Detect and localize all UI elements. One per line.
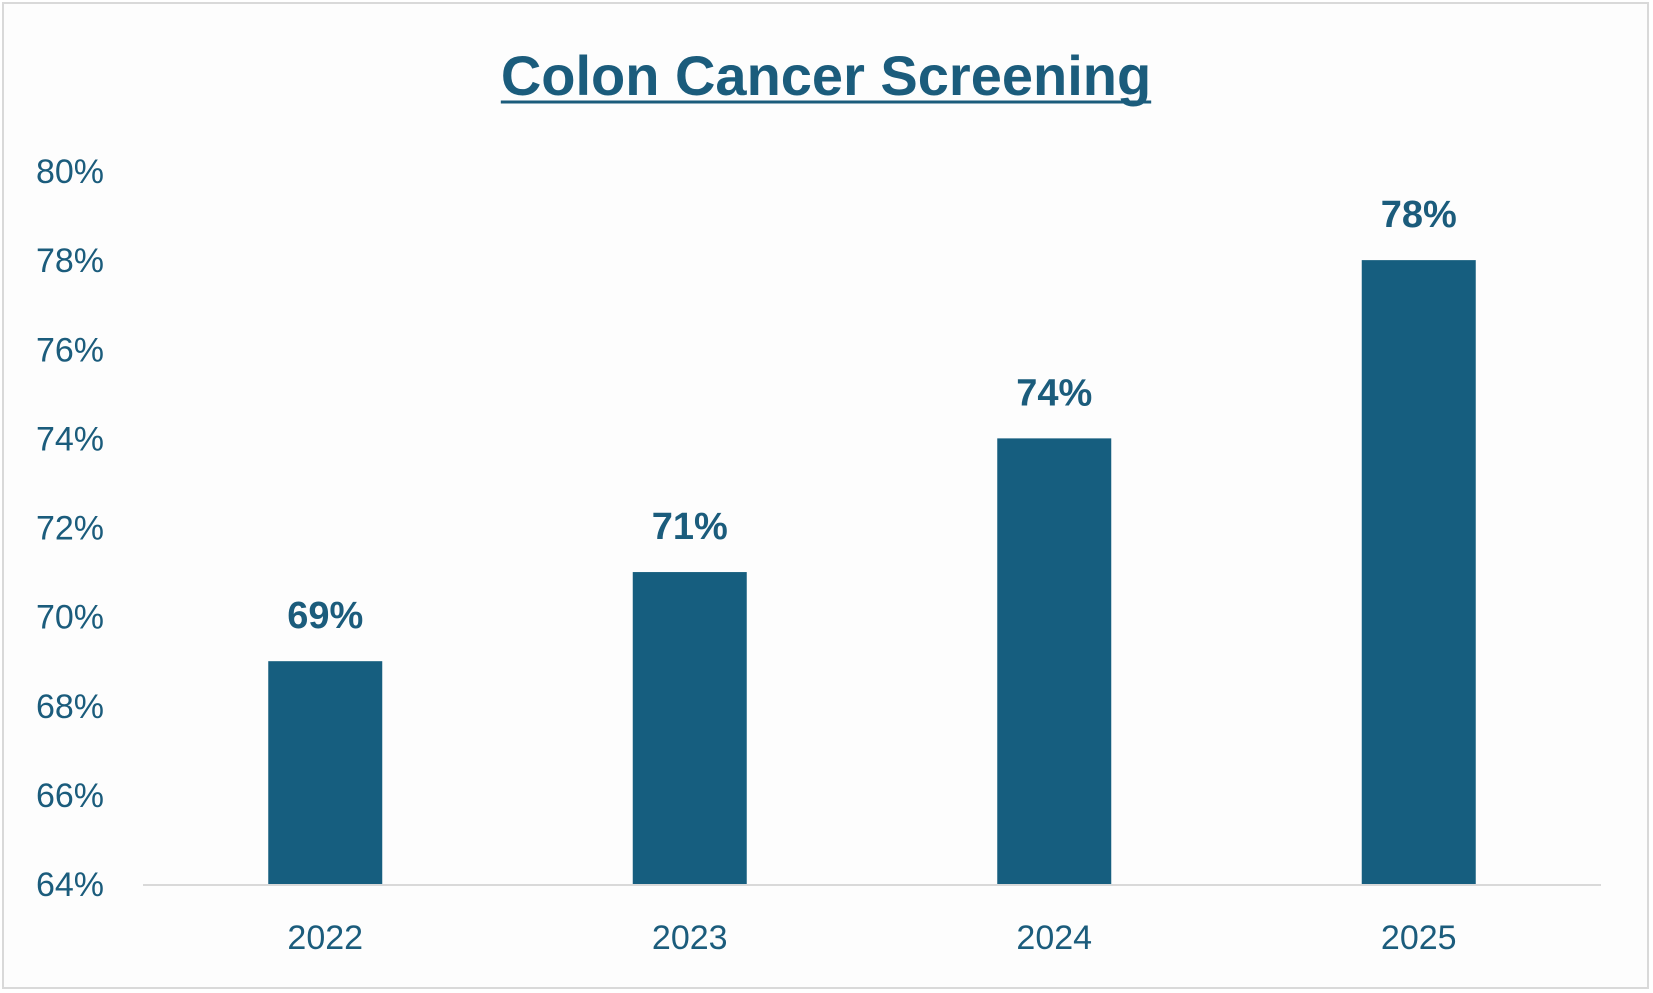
data-label-2022: 69% bbox=[287, 595, 363, 637]
x-tick-label: 2023 bbox=[652, 919, 728, 957]
y-tick-label: 78% bbox=[36, 242, 104, 280]
bar-2022 bbox=[268, 661, 383, 884]
bars bbox=[268, 260, 1476, 884]
data-labels: 69% 71% 74% 78% bbox=[287, 194, 1457, 637]
chart-title: Colon Cancer Screening bbox=[501, 44, 1151, 107]
x-tick-label: 2024 bbox=[1016, 919, 1092, 957]
data-label-2025: 78% bbox=[1381, 194, 1457, 236]
y-tick-label: 68% bbox=[36, 688, 104, 726]
data-label-2024: 74% bbox=[1016, 372, 1092, 414]
y-tick-label: 64% bbox=[36, 866, 104, 904]
y-tick-label: 74% bbox=[36, 420, 104, 458]
chart-title-group: Colon Cancer Screening bbox=[500, 44, 1152, 107]
data-label-2023: 71% bbox=[652, 506, 728, 548]
bar-2023 bbox=[632, 572, 747, 884]
x-axis: 2022 2023 2024 2025 bbox=[287, 919, 1456, 957]
bar-2024 bbox=[997, 438, 1112, 884]
y-tick-label: 70% bbox=[36, 599, 104, 637]
y-tick-label: 76% bbox=[36, 331, 104, 369]
bar-2025 bbox=[1361, 260, 1476, 884]
x-tick-label: 2025 bbox=[1381, 919, 1457, 957]
y-tick-label: 66% bbox=[36, 777, 104, 815]
y-axis: 64% 66% 68% 70% 72% 74% 76% 78% 80% bbox=[36, 153, 104, 904]
y-tick-label: 80% bbox=[36, 153, 104, 191]
x-tick-label: 2022 bbox=[287, 919, 363, 957]
y-tick-label: 72% bbox=[36, 510, 104, 548]
